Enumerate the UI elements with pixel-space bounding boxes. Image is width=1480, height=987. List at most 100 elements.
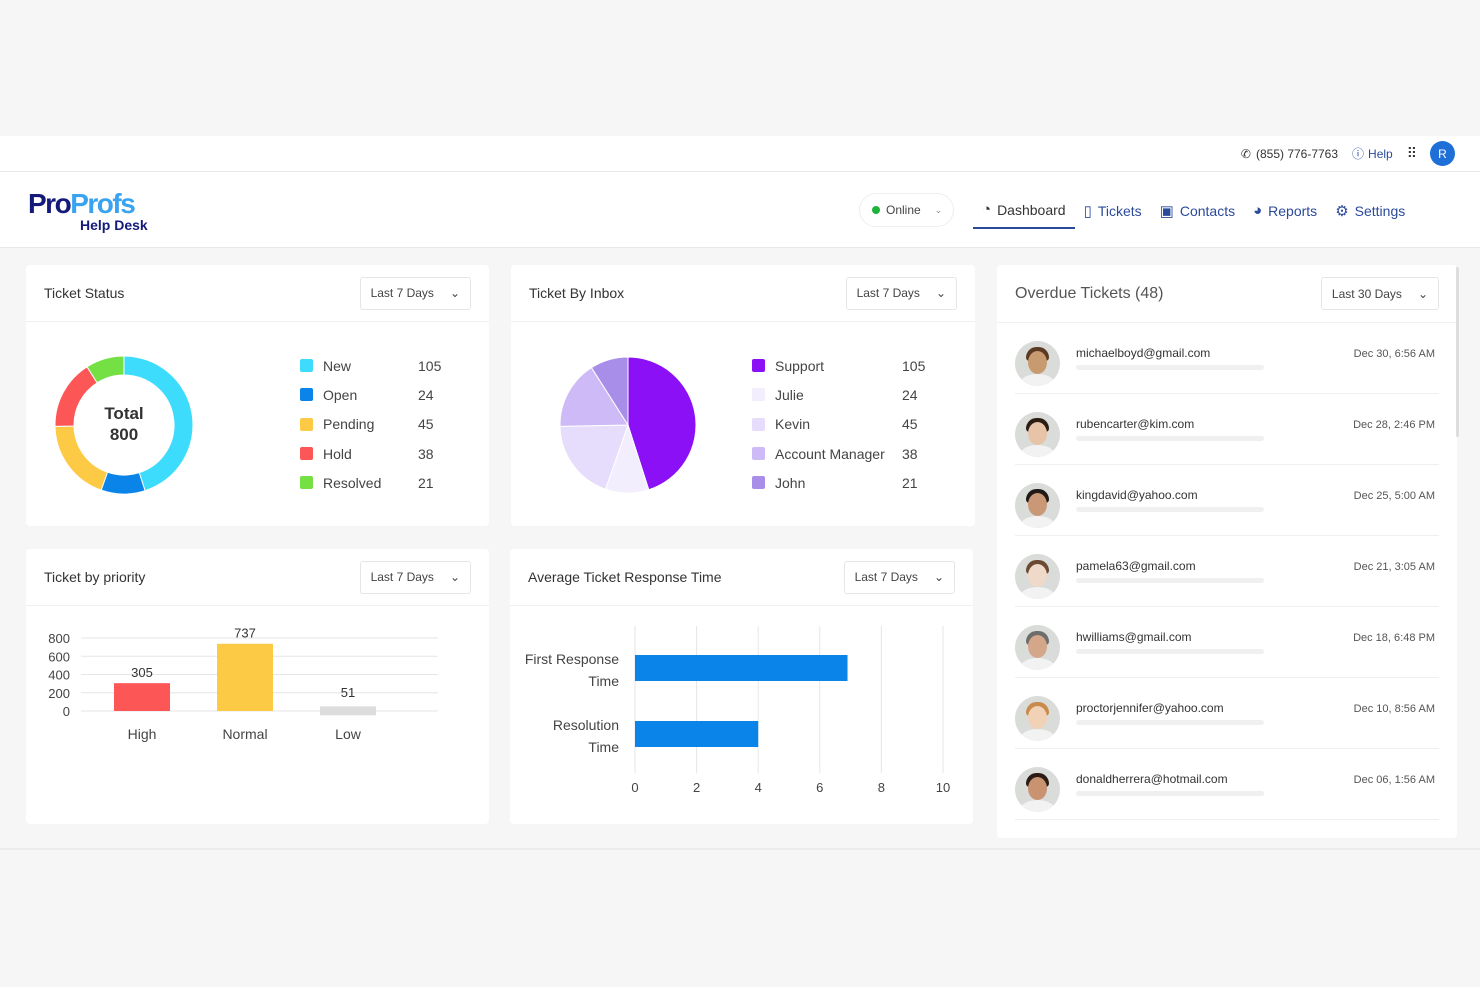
donut-center-value: 800: [109, 425, 139, 444]
main-header: ProProfs Help Desk Online ⌄ ◔ Dashboard ▯ Ti…: [0, 172, 1480, 248]
logo[interactable]: ProProfs Help Desk: [28, 188, 148, 233]
donut-center-label: Total: [104, 404, 144, 423]
legend-item: John 21: [752, 468, 925, 497]
contact-email[interactable]: hwilliams@gmail.com: [1076, 630, 1192, 644]
chevron-down-icon: ⌄: [1417, 286, 1428, 301]
x-tick-label: 4: [755, 780, 762, 795]
y-tick-label: 800: [48, 631, 70, 646]
nav-reports[interactable]: ◕ Reports: [1253, 202, 1318, 219]
ticket-time: Dec 18, 6:48 PM: [1353, 632, 1435, 644]
ticket-status-card: Ticket Status Last 7 Days ⌄ Total 800 New…: [26, 265, 489, 526]
legend-swatch: [752, 388, 765, 402]
contact-email[interactable]: michaelboyd@gmail.com: [1076, 346, 1211, 360]
legend-swatch: [752, 359, 765, 373]
chevron-down-icon: ⌄: [935, 286, 946, 300]
overdue-ticket-item[interactable]: proctorjennifer@yahoo.com Dec 10, 8:56 AM: [1015, 678, 1439, 749]
overdue-ticket-item[interactable]: michaelboyd@gmail.com Dec 30, 6:56 AM: [1015, 323, 1439, 394]
bar-normal[interactable]: [217, 643, 273, 711]
slice-kevin[interactable]: [559, 424, 629, 490]
slice-resolved[interactable]: [86, 355, 125, 384]
legend-item: Pending 45: [300, 410, 441, 439]
legend-swatch: [300, 447, 313, 461]
slice-account-manager[interactable]: [559, 366, 629, 427]
contact-email[interactable]: proctorjennifer@yahoo.com: [1076, 701, 1224, 715]
x-tick-label: Low: [335, 726, 362, 742]
x-tick-label: 8: [878, 780, 885, 795]
pie-chart-icon: ◕: [1253, 202, 1263, 219]
range-dropdown[interactable]: Last 7 Days ⌄: [843, 560, 955, 594]
card-title: Average Ticket Response Time: [528, 569, 722, 585]
placeholder-line: [1076, 436, 1264, 441]
legend-swatch: [300, 388, 313, 402]
ticket-icon: ▯: [1083, 202, 1092, 220]
bar-resolution[interactable]: [635, 721, 759, 747]
legend-swatch: [300, 359, 313, 373]
slice-john[interactable]: [590, 356, 629, 427]
placeholder-line: [1076, 507, 1264, 512]
placeholder-line: [1076, 791, 1264, 796]
overdue-ticket-item[interactable]: pamela63@gmail.com Dec 21, 3:05 AM: [1015, 536, 1439, 607]
priority-bar-chart: 0 200 400 600 800 305 High 737 Normal 51 Low: [48, 626, 438, 742]
status-legend: New 105 Open 24 Pending 45 Hold 38 Resolved 21: [300, 351, 441, 497]
ticket-time: Dec 21, 3:05 AM: [1353, 561, 1435, 573]
contact-email[interactable]: donaldherrera@hotmail.com: [1076, 772, 1228, 786]
nav-tickets[interactable]: ▯ Tickets: [1083, 202, 1142, 220]
y-tick-label: First Response Time: [525, 651, 619, 689]
x-tick-label: 10: [936, 780, 950, 795]
scrollbar[interactable]: [1456, 267, 1459, 437]
overdue-ticket-item[interactable]: rubencarter@kim.com Dec 28, 2:46 PM: [1015, 394, 1439, 465]
bar-high[interactable]: [114, 683, 170, 711]
legend-item: Kevin 45: [752, 410, 925, 439]
ticket-priority-card: Ticket by priority Last 7 Days ⌄ 0 200 400 6…: [26, 549, 489, 824]
ticket-time: Dec 28, 2:46 PM: [1353, 419, 1435, 431]
help-link[interactable]: ⓘ Help: [1352, 146, 1393, 162]
gear-icon: ⚙: [1335, 202, 1349, 220]
phone-icon: ✆: [1240, 146, 1251, 161]
bar-first-response[interactable]: [635, 655, 848, 681]
avatar: [1015, 767, 1060, 812]
bar-low[interactable]: [320, 706, 376, 716]
avatar: [1015, 483, 1060, 528]
slice-support[interactable]: [627, 356, 697, 491]
overdue-ticket-item[interactable]: donaldherrera@hotmail.com Dec 06, 1:56 AM: [1015, 749, 1439, 820]
legend-item: New 105: [300, 351, 441, 380]
online-dot: [872, 206, 880, 214]
legend-swatch: [752, 447, 765, 461]
nav-contacts[interactable]: ▣ Contacts: [1159, 202, 1236, 220]
y-tick-label: 400: [48, 668, 70, 683]
x-tick-label: Normal: [222, 726, 267, 742]
overdue-ticket-item[interactable]: hwilliams@gmail.com Dec 18, 6:48 PM: [1015, 607, 1439, 678]
nav-dashboard[interactable]: ◔ Dashboard: [973, 192, 1075, 229]
donut-chart: [54, 355, 194, 495]
avatar: [1015, 625, 1060, 670]
contacts-icon: ▣: [1159, 202, 1174, 220]
overdue-ticket-item[interactable]: kingdavid@yahoo.com Dec 25, 5:00 AM: [1015, 465, 1439, 536]
contact-email[interactable]: kingdavid@yahoo.com: [1076, 488, 1198, 502]
user-avatar[interactable]: R: [1430, 141, 1455, 166]
chevron-down-icon: ⌄: [933, 570, 944, 584]
card-title: Ticket By Inbox: [529, 285, 625, 301]
main-nav: ◔ Dashboard ▯ Tickets ▣ Contacts ◕ Reports ⚙ Sett…: [973, 192, 1414, 229]
top-bar: ✆ (855) 776-7763 ⓘ Help ⠿ R: [0, 136, 1480, 172]
legend-item: Account Manager 38: [752, 439, 925, 468]
contact-email[interactable]: rubencarter@kim.com: [1076, 417, 1195, 431]
data-label: 51: [341, 685, 355, 700]
placeholder-line: [1076, 578, 1264, 583]
status-dropdown[interactable]: Online ⌄: [859, 193, 954, 227]
legend-item: Resolved 21: [300, 468, 441, 497]
range-dropdown[interactable]: Last 30 Days ⌄: [1320, 277, 1439, 310]
range-dropdown[interactable]: Last 7 Days ⌄: [845, 276, 957, 310]
contact-email[interactable]: pamela63@gmail.com: [1076, 559, 1196, 573]
phone-link[interactable]: ✆ (855) 776-7763: [1240, 146, 1339, 161]
y-tick-label: Resolution Time: [553, 717, 619, 755]
apps-grid-icon[interactable]: ⠿: [1406, 145, 1417, 161]
slice-open[interactable]: [100, 471, 146, 495]
card-title: Ticket by priority: [44, 569, 146, 585]
range-dropdown[interactable]: Last 7 Days ⌄: [359, 560, 471, 594]
legend-item: Support 105: [752, 351, 925, 380]
range-dropdown[interactable]: Last 7 Days ⌄: [359, 276, 471, 310]
divider: [0, 848, 1480, 850]
nav-settings[interactable]: ⚙ Settings: [1335, 202, 1406, 220]
legend-item: Open 24: [300, 380, 441, 409]
placeholder-line: [1076, 720, 1264, 725]
